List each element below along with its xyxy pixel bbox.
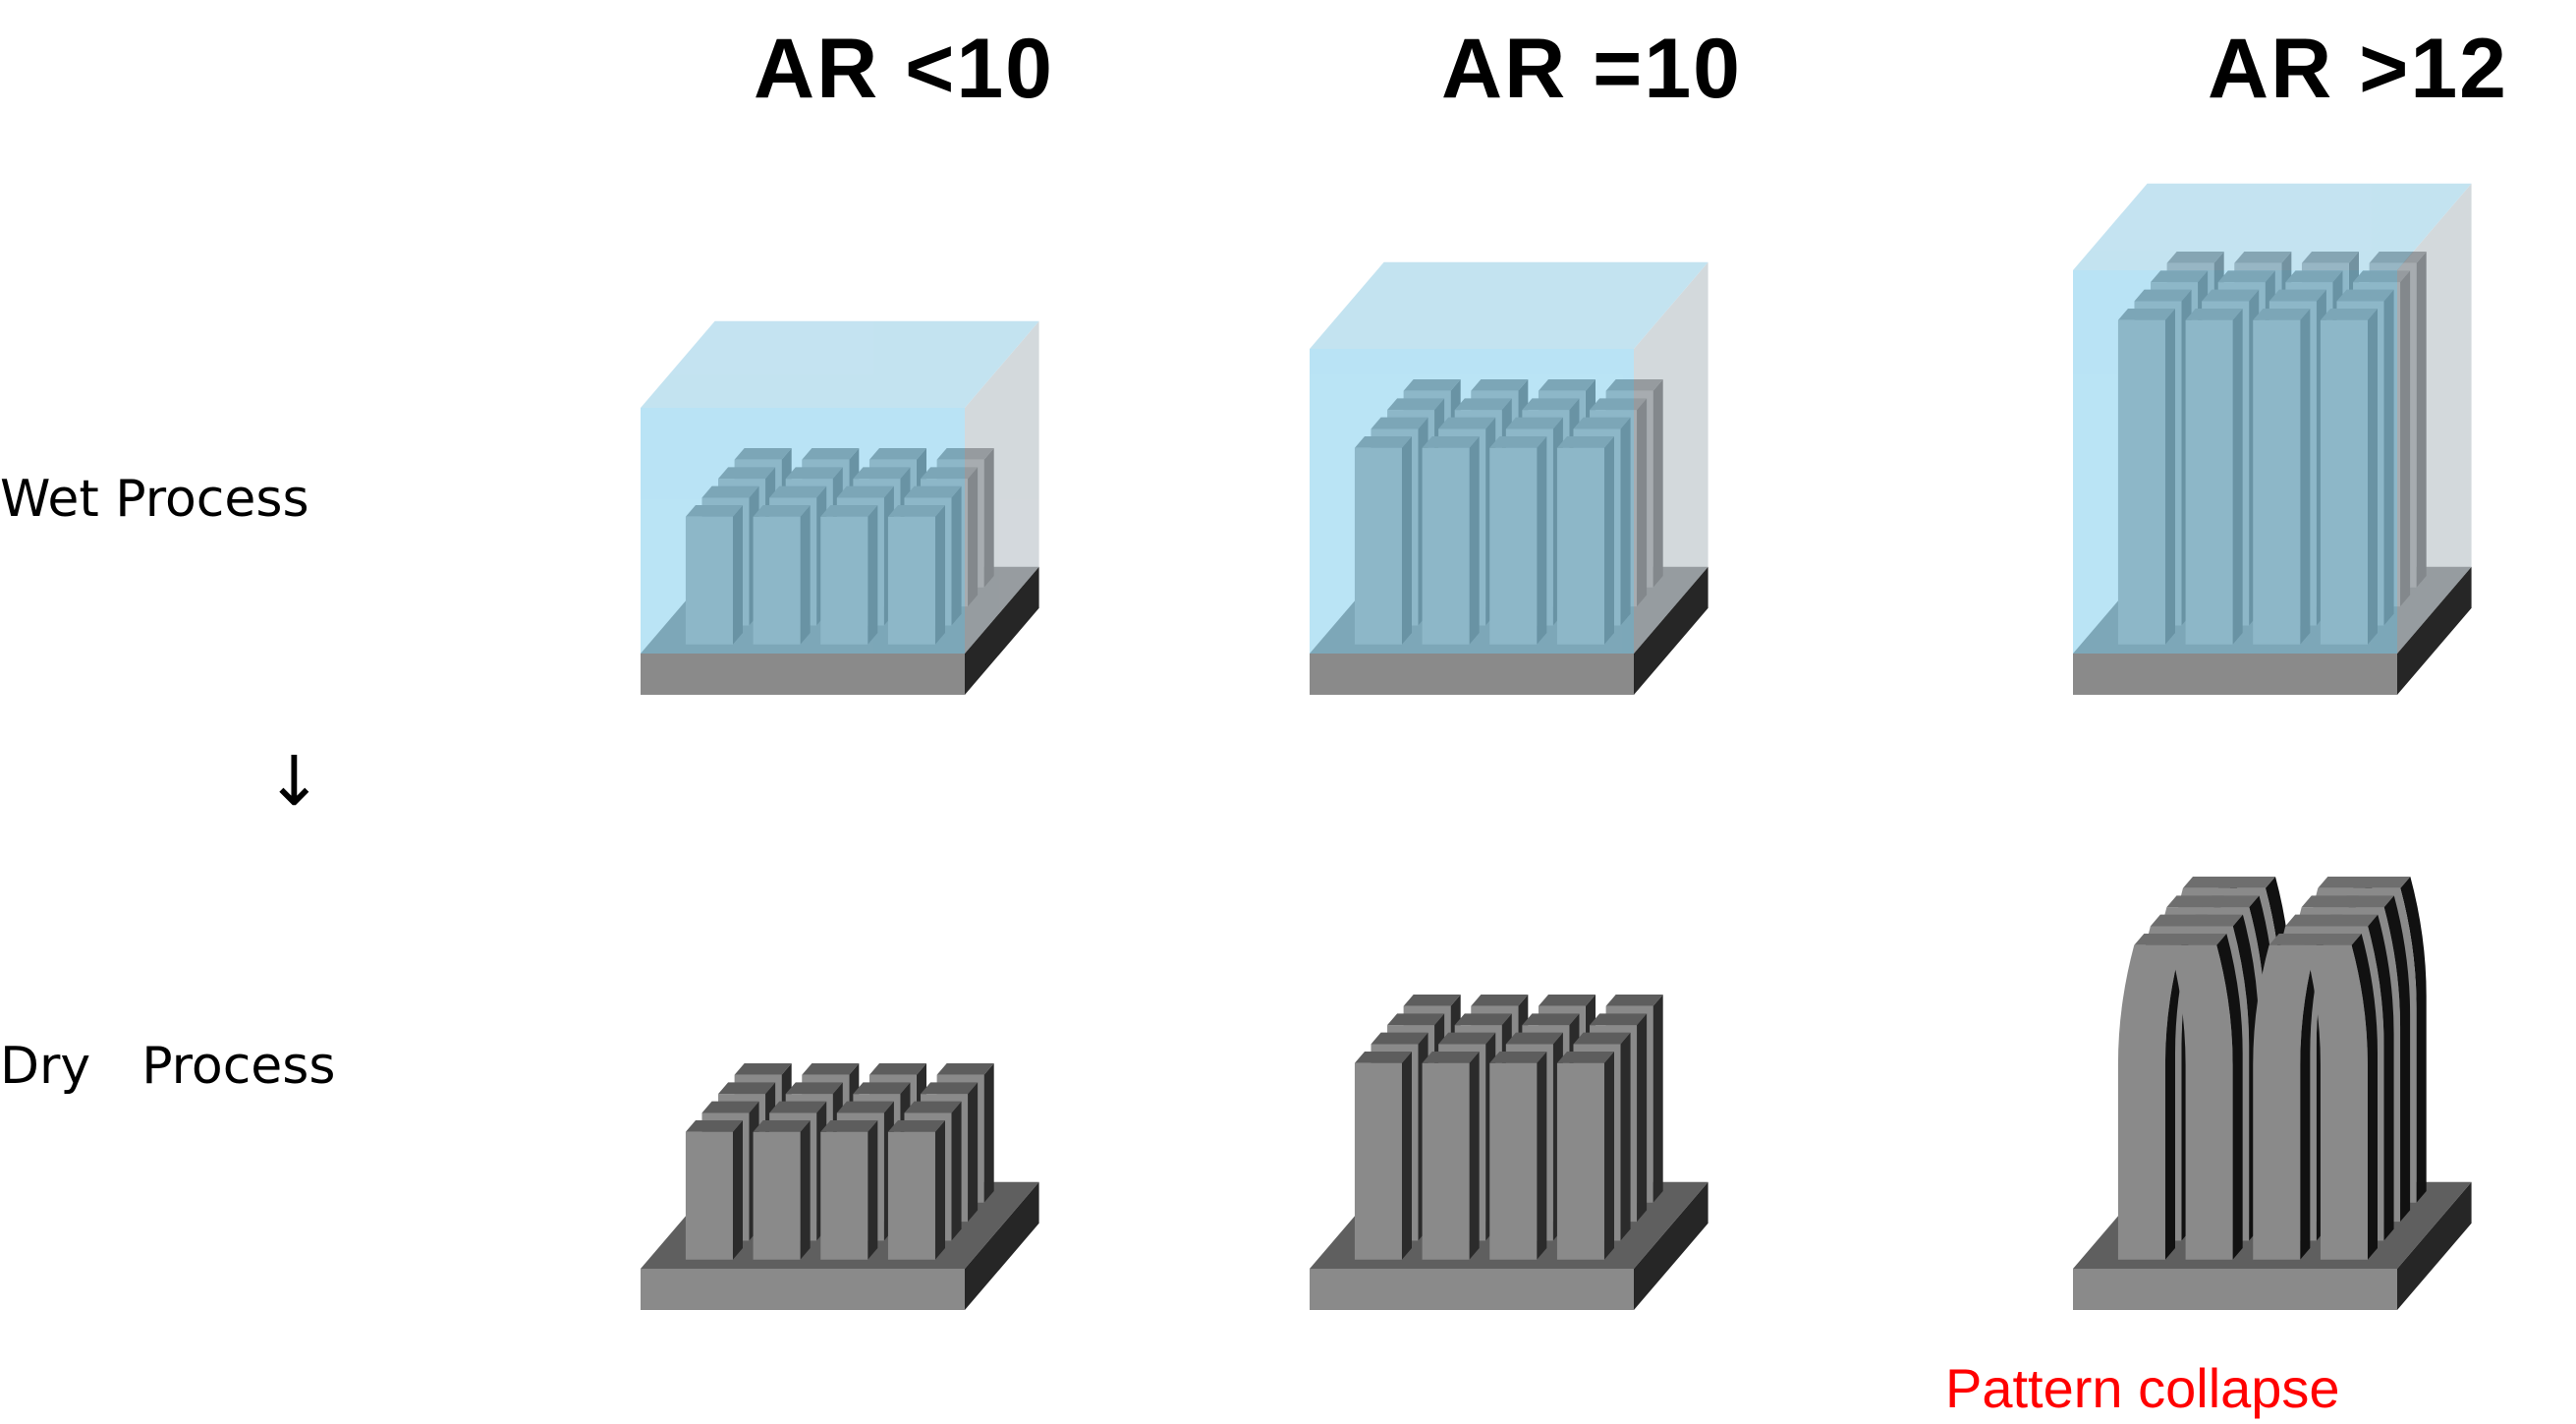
liquid-volume (641, 320, 1039, 654)
column-title-ar-less-10: AR <10 (754, 22, 1054, 116)
liquid-volume (2073, 183, 2472, 655)
process-arrow-icon: ↓ (265, 741, 323, 822)
pattern-collapse-label: Pattern collapse (1945, 1357, 2340, 1419)
row-label-dry-process: Dry Process (0, 1037, 336, 1096)
liquid-volume (1310, 261, 1708, 654)
wet-block-ar-greater-12 (2073, 183, 2472, 695)
collapsed-block-ar-greater-12-dry (2073, 877, 2472, 1310)
row-label-wet-process: Wet Process (0, 470, 309, 529)
wet-block-ar-equal-10 (1310, 261, 1708, 695)
wet-block-ar-less-10 (641, 320, 1039, 695)
column-title-ar-equal-10: AR =10 (1441, 22, 1742, 116)
dry-block-ar-equal-10 (1310, 995, 1708, 1310)
dry-block-ar-less-10 (641, 1063, 1039, 1310)
column-title-ar-greater-12: AR >12 (2208, 22, 2508, 116)
